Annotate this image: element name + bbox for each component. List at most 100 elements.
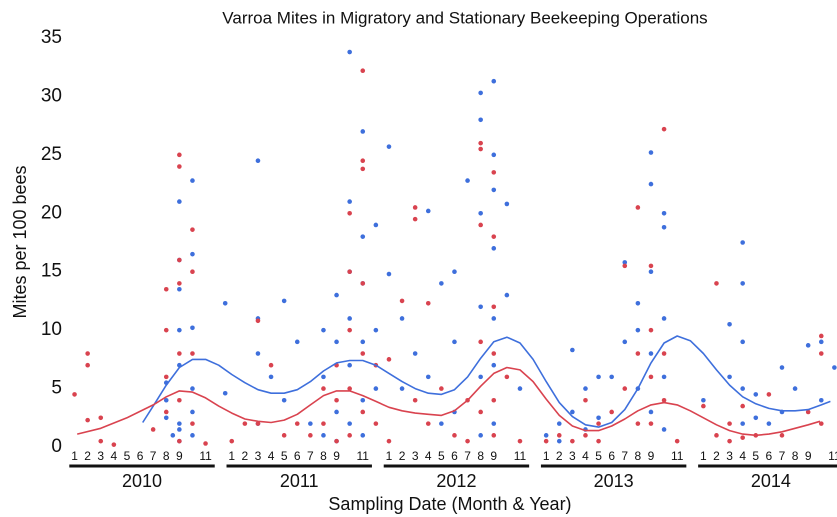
data-point bbox=[622, 386, 628, 391]
data-point bbox=[491, 187, 497, 193]
x-tick-label: 2 bbox=[713, 449, 720, 463]
data-point bbox=[661, 351, 667, 356]
data-point bbox=[478, 210, 483, 216]
data-point bbox=[177, 327, 182, 333]
data-point bbox=[255, 421, 261, 426]
x-tick-label: 6 bbox=[766, 449, 773, 463]
x-tick-label: 7 bbox=[779, 449, 786, 463]
data-point bbox=[556, 421, 562, 426]
x-axis-label: Sampling Date (Month & Year) bbox=[328, 494, 571, 514]
x-tick-label: 9 bbox=[176, 449, 183, 463]
data-point bbox=[818, 333, 824, 339]
data-point bbox=[360, 158, 366, 163]
data-point bbox=[779, 365, 785, 370]
data-point bbox=[635, 205, 641, 210]
x-tick-label: 3 bbox=[726, 449, 733, 463]
data-point bbox=[570, 409, 575, 415]
data-point bbox=[294, 421, 300, 426]
data-point bbox=[163, 286, 169, 292]
data-point bbox=[85, 417, 90, 423]
data-point bbox=[373, 386, 379, 391]
data-point bbox=[478, 140, 483, 146]
data-point bbox=[308, 433, 313, 438]
data-point bbox=[190, 269, 195, 275]
data-point bbox=[491, 246, 497, 251]
data-point bbox=[203, 441, 208, 446]
data-point bbox=[570, 438, 575, 444]
data-point bbox=[373, 421, 379, 426]
data-point bbox=[412, 205, 418, 210]
data-point bbox=[177, 397, 182, 403]
data-point bbox=[334, 292, 339, 298]
data-point bbox=[635, 300, 641, 306]
x-tick-label: 8 bbox=[320, 449, 327, 463]
data-point bbox=[177, 427, 182, 432]
data-point bbox=[177, 257, 182, 263]
x-tick-label: 11 bbox=[828, 449, 837, 463]
data-point bbox=[714, 433, 719, 438]
year-label: 2010 bbox=[122, 471, 162, 491]
data-point bbox=[412, 351, 418, 356]
year-label: 2013 bbox=[594, 471, 634, 491]
data-point bbox=[386, 357, 392, 362]
data-point bbox=[818, 339, 824, 345]
data-point bbox=[222, 300, 228, 306]
data-point bbox=[347, 316, 352, 321]
data-point bbox=[321, 433, 326, 438]
data-point bbox=[478, 90, 483, 96]
data-point bbox=[268, 362, 274, 368]
data-point bbox=[779, 433, 785, 438]
data-point bbox=[163, 409, 169, 415]
data-point bbox=[347, 327, 352, 333]
data-point bbox=[334, 409, 339, 415]
data-point bbox=[373, 327, 379, 333]
data-point bbox=[255, 351, 261, 356]
data-point bbox=[386, 144, 392, 149]
data-point bbox=[543, 433, 549, 438]
data-point bbox=[85, 351, 90, 356]
data-point bbox=[334, 438, 339, 444]
data-point bbox=[373, 222, 379, 228]
x-tick-label: 2 bbox=[556, 449, 563, 463]
data-point bbox=[648, 351, 654, 356]
data-point bbox=[170, 433, 176, 438]
data-point bbox=[452, 269, 457, 275]
data-point bbox=[425, 300, 431, 306]
data-point bbox=[190, 433, 195, 438]
data-point bbox=[399, 316, 405, 321]
data-point bbox=[321, 386, 326, 391]
x-tick-label: 11 bbox=[514, 449, 527, 463]
data-point bbox=[740, 339, 745, 345]
data-point bbox=[425, 374, 431, 380]
data-point bbox=[281, 397, 287, 403]
x-tick-label: 6 bbox=[451, 449, 458, 463]
data-point bbox=[439, 386, 444, 391]
x-tick-label: 8 bbox=[635, 449, 642, 463]
data-point bbox=[805, 343, 811, 348]
data-point bbox=[661, 374, 667, 380]
x-tick-label: 4 bbox=[582, 449, 589, 463]
x-tick-label: 5 bbox=[438, 449, 445, 463]
data-point bbox=[727, 322, 732, 327]
data-point bbox=[255, 318, 261, 324]
x-tick-label: 9 bbox=[648, 449, 655, 463]
x-tick-label: 2 bbox=[399, 449, 406, 463]
data-point bbox=[740, 435, 745, 440]
data-point bbox=[399, 298, 405, 304]
data-point bbox=[727, 421, 732, 426]
x-tick-label: 3 bbox=[255, 449, 262, 463]
x-tick-label: 7 bbox=[150, 449, 157, 463]
data-point bbox=[177, 438, 182, 444]
data-point bbox=[648, 269, 654, 275]
x-tick-label: 8 bbox=[792, 449, 799, 463]
data-point bbox=[478, 146, 483, 152]
data-point bbox=[491, 234, 497, 239]
data-point bbox=[661, 126, 667, 132]
data-point bbox=[609, 374, 614, 380]
data-point bbox=[674, 438, 680, 444]
year-label: 2012 bbox=[436, 471, 476, 491]
data-point bbox=[701, 403, 706, 409]
data-point bbox=[622, 263, 628, 269]
data-point bbox=[308, 421, 313, 426]
y-axis-label: Mites per 100 bees bbox=[10, 165, 30, 318]
